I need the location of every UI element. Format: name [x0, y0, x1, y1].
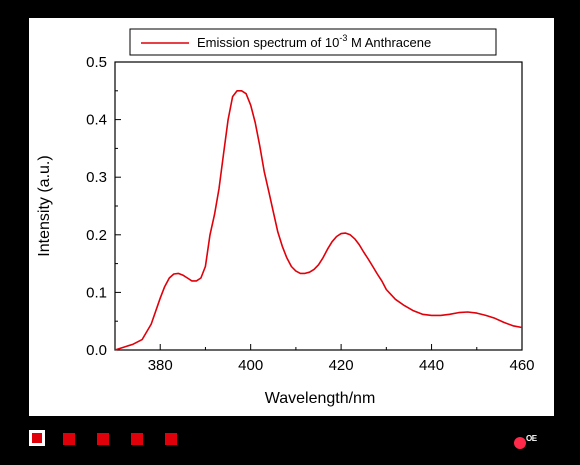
x-tick-label: 440 — [419, 357, 444, 374]
legend-box — [129, 28, 497, 56]
slide-nav-dot[interactable] — [131, 433, 143, 445]
legend-superscript: -3 — [339, 33, 347, 43]
y-tick-label: 0.2 — [86, 227, 107, 244]
y-tick-label: 0.0 — [86, 342, 107, 359]
y-tick-label: 0.4 — [86, 112, 107, 129]
slide-nav-dot[interactable] — [97, 433, 109, 445]
slide-nav-dot[interactable] — [29, 430, 45, 446]
x-tick-label: 400 — [238, 357, 263, 374]
legend-text-prefix: Emission spectrum of 10 — [197, 35, 339, 50]
legend: Emission spectrum of 10-3 M Anthracene — [129, 28, 497, 56]
x-axis-title: Wavelength/nm — [265, 390, 376, 407]
logo-text: OE — [526, 434, 537, 443]
emission-series-line — [114, 90, 523, 351]
y-tick-label: 0.3 — [86, 169, 107, 186]
plot-area-frame — [114, 61, 523, 351]
slide-nav-dot[interactable] — [165, 433, 177, 445]
chart-panel: 380 400 420 440 460 0.0 0.1 0.2 0.3 0.4 0.5 Emissi… — [29, 18, 554, 416]
slide-nav-dot[interactable] — [63, 433, 75, 445]
legend-entry: Emission spectrum of 10-3 M Anthracene — [197, 33, 431, 50]
y-tick-label: 0.1 — [86, 284, 107, 301]
emission-spectrum-chart: 380 400 420 440 460 0.0 0.1 0.2 0.3 0.4 0.5 Emissi… — [36, 28, 535, 407]
legend-text-suffix: M Anthracene — [347, 35, 431, 50]
y-axis-title: Intensity (a.u.) — [36, 155, 53, 256]
x-tick-label: 460 — [509, 357, 534, 374]
x-tick-label: 420 — [329, 357, 354, 374]
x-tick-label: 380 — [148, 357, 173, 374]
y-tick-label: 0.5 — [86, 54, 107, 71]
logo-circle-icon — [514, 437, 526, 449]
publisher-logo: OE — [514, 434, 544, 450]
